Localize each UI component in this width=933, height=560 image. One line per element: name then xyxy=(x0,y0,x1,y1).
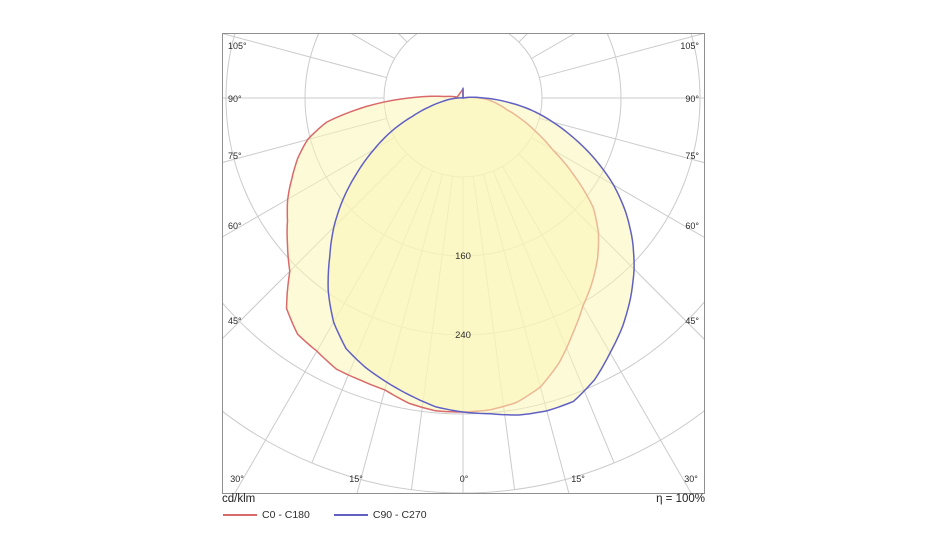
legend-swatch xyxy=(223,514,257,516)
svg-text:60°: 60° xyxy=(228,221,242,231)
chart-legend: C0 - C180 C90 - C270 xyxy=(223,509,451,521)
ring-labels: 160 240 xyxy=(455,251,471,341)
svg-text:75°: 75° xyxy=(685,151,699,161)
svg-text:30°: 30° xyxy=(684,474,698,484)
svg-text:75°: 75° xyxy=(228,151,242,161)
svg-text:15°: 15° xyxy=(571,474,585,484)
angle-labels: 105° 90° 75° 60° 45° 105° 90° 75° 60° 45° 30° 15° 0°… xyxy=(228,41,699,484)
svg-text:90°: 90° xyxy=(685,94,699,104)
svg-text:105°: 105° xyxy=(228,41,247,51)
svg-text:60°: 60° xyxy=(685,221,699,231)
efficiency-label: η = 100% xyxy=(656,493,705,505)
svg-text:105°: 105° xyxy=(680,41,699,51)
legend-label: C0 - C180 xyxy=(262,509,310,521)
units-label: cd/klm xyxy=(222,493,256,505)
svg-text:15°: 15° xyxy=(349,474,363,484)
legend-item-c90-c270: C90 - C270 xyxy=(333,509,427,521)
curve-c90-c270 xyxy=(327,87,635,416)
photometric-diagram: 160 240 105° 90° 75° 60° 45° 105° 90° 75° 60° 45° 30… xyxy=(222,33,705,494)
svg-text:45°: 45° xyxy=(228,316,242,326)
svg-text:240: 240 xyxy=(455,330,471,341)
svg-text:0°: 0° xyxy=(460,474,469,484)
legend-item-c0-c180: C0 - C180 xyxy=(223,509,310,521)
svg-text:160: 160 xyxy=(455,251,471,262)
svg-text:30°: 30° xyxy=(230,474,244,484)
legend-swatch xyxy=(333,514,368,516)
legend-label: C90 - C270 xyxy=(372,509,427,521)
svg-text:90°: 90° xyxy=(228,94,242,104)
chart-footer: cd/klm η = 100% xyxy=(222,493,705,505)
photometric-polar-chart: 160 240 105° 90° 75° 60° 45° 105° 90° 75° 60° 45° 30… xyxy=(223,34,704,493)
svg-text:45°: 45° xyxy=(685,316,699,326)
